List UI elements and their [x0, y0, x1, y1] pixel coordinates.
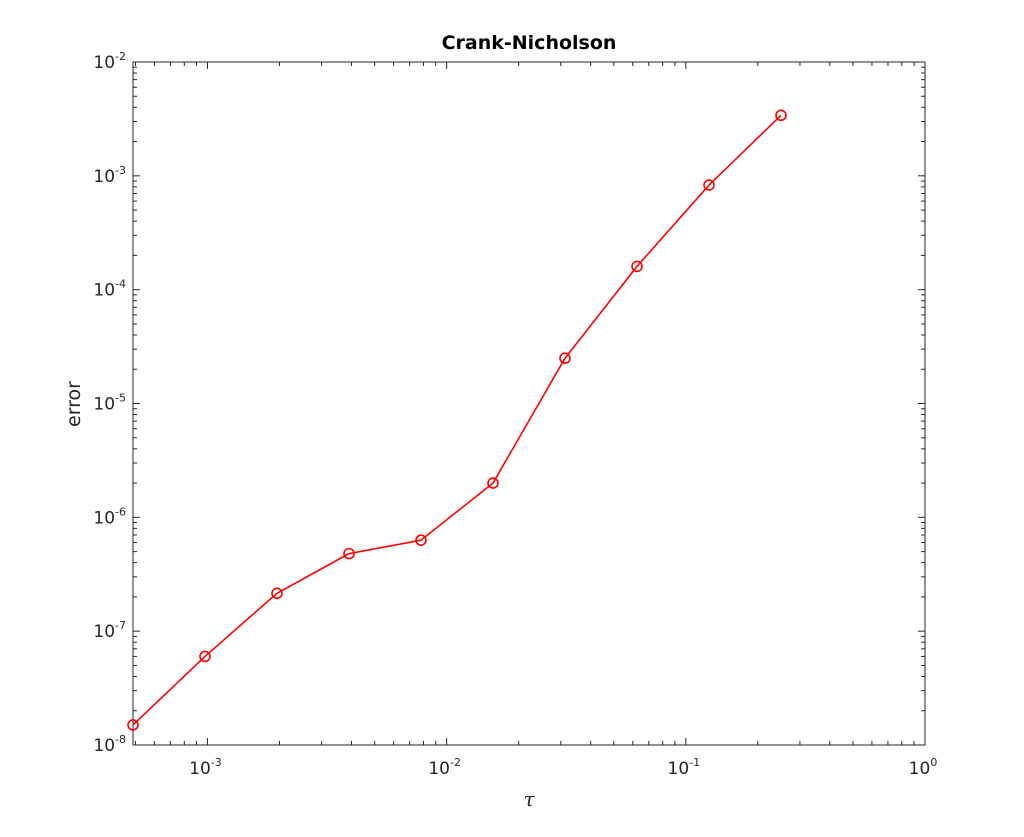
y-tick-label: 10-4 — [93, 278, 126, 301]
data-point-marker — [487, 477, 499, 489]
data-point-marker — [199, 650, 211, 663]
chart-title: Crank-Nicholson — [442, 32, 617, 54]
plot-area — [132, 61, 926, 746]
x-tick-label: 10-1 — [668, 756, 701, 779]
x-tick-label: 10-2 — [428, 756, 461, 779]
y-tick-label: 10-3 — [93, 164, 126, 187]
y-tick-label: 10-5 — [93, 392, 126, 415]
data-point-marker — [271, 587, 283, 600]
y-tick-label: 10-7 — [93, 619, 126, 642]
data-point-marker — [343, 547, 355, 560]
y-tick-label: 10-6 — [93, 505, 126, 528]
data-point-marker — [631, 260, 643, 273]
y-tick-label: 10-8 — [93, 733, 126, 756]
y-tick-label: 10-2 — [93, 50, 126, 73]
x-tick-label: 100 — [909, 756, 938, 779]
data-point-marker — [775, 109, 787, 122]
data-point-marker — [703, 179, 715, 191]
tick-labels: 10-3 10-2 10-1 100 10-8 10-7 10-6 10-5 10-4 10-3 1… — [93, 50, 937, 779]
data-point-marker — [127, 719, 139, 731]
y-axis-label: error — [63, 381, 85, 427]
x-tick-label: 10-3 — [189, 756, 222, 779]
x-axis-label: τ — [523, 787, 535, 811]
data-point-marker — [415, 534, 427, 546]
tick-marks — [133, 61, 926, 746]
data-point-marker — [559, 352, 571, 365]
series-layer — [127, 109, 787, 731]
series-line — [132, 114, 782, 726]
